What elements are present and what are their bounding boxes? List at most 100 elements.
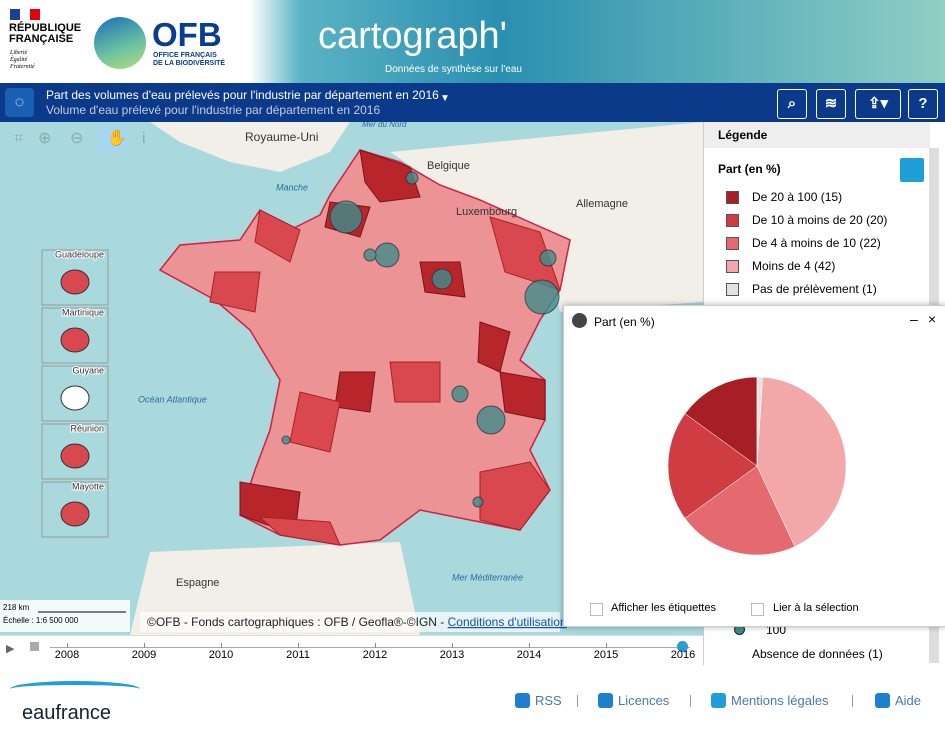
- minimize[interactable]: –: [910, 311, 918, 327]
- map-label: Belgique: [427, 160, 470, 172]
- pie-icon: [572, 313, 587, 328]
- land-east: [390, 122, 703, 312]
- app-name: cartograph': [318, 15, 507, 57]
- text: FRANÇAISE: [9, 33, 74, 45]
- attribution: ©OFB - Fonds cartographiques : OFB / Geo…: [147, 615, 567, 629]
- footer-icon: [875, 693, 890, 708]
- cursor[interactable]: [677, 641, 688, 652]
- dropdown[interactable]: ▼: [440, 93, 450, 104]
- no-data: Absence de données (1): [752, 647, 883, 661]
- subtitle: Volume d'eau prélevé pour l'industrie pa…: [46, 103, 381, 117]
- search-button[interactable]: ⌕: [777, 89, 807, 119]
- uk: [150, 122, 350, 172]
- footer-icon: [515, 693, 530, 708]
- year-label: 2009: [131, 649, 157, 661]
- legend-section: Part (en %): [718, 162, 781, 176]
- text: Liberté: [10, 50, 28, 56]
- legend-swatch: [726, 260, 739, 273]
- timeline: ▶ 2008 2009 2010 2011 2012 2013 2014 2015 2016: [0, 635, 703, 666]
- year-label: 2016: [670, 649, 696, 661]
- pie-slice: [667, 413, 758, 519]
- terms-link[interactable]: Conditions d'utilisation: [448, 615, 567, 629]
- france: [158, 149, 571, 546]
- checkbox[interactable]: [751, 603, 764, 616]
- motto: Liberté Égalité Fraternité: [10, 50, 35, 71]
- republic: RÉPUBLIQUE FRANÇAISE: [9, 23, 81, 45]
- map-tools: ⌗ ⊕ ⊖ ✋ i: [14, 126, 146, 152]
- map-label: Allemagne: [576, 198, 628, 210]
- tick: [452, 643, 453, 648]
- footer-link[interactable]: Licences: [618, 693, 670, 708]
- legend-swatch: [726, 214, 739, 227]
- year-label: 2010: [208, 649, 234, 661]
- pan-icon: ✋: [107, 128, 127, 147]
- layers-button[interactable]: ≋: [816, 89, 846, 119]
- inset-label: Mayotte: [72, 481, 104, 491]
- stop[interactable]: [30, 642, 39, 651]
- inset-shape: [60, 385, 90, 411]
- legend-swatch: [726, 283, 739, 296]
- legend-title: Légende: [704, 122, 930, 148]
- header: RÉPUBLIQUE FRANÇAISE Liberté Égalité Frater…: [0, 0, 945, 83]
- year-label: 2014: [516, 649, 542, 661]
- close[interactable]: ×: [928, 311, 937, 327]
- tick: [221, 643, 222, 648]
- tick: [67, 643, 68, 648]
- pan-tool[interactable]: [98, 126, 128, 152]
- text: OFFICE FRANÇAIS: [153, 52, 217, 59]
- footer-icon: [598, 693, 613, 708]
- zoom-in[interactable]: ⊕: [38, 130, 51, 147]
- legend-item: De 20 à 100 (15): [752, 190, 843, 204]
- attribution-text: ©OFB - Fonds cartographiques : OFB / Geo…: [147, 615, 448, 629]
- legend-item: De 10 à moins de 20 (20): [752, 213, 888, 227]
- separator: [690, 695, 691, 707]
- pie-slice: [684, 376, 758, 467]
- info-tool[interactable]: i: [142, 130, 146, 147]
- option-label: Afficher les étiquettes: [611, 602, 716, 614]
- track: [50, 647, 690, 648]
- pie-slice: [756, 376, 847, 547]
- inset-label: Réunion: [70, 423, 104, 433]
- legend-swatch: [726, 237, 739, 250]
- attribution-bg: [140, 612, 560, 632]
- ofb-sub: OFFICE FRANÇAIS DE LA BIODIVERSITÉ: [153, 52, 225, 68]
- flag: [10, 9, 40, 20]
- map-label: Luxembourg: [456, 206, 517, 218]
- inset-label: Guadeloupe: [55, 249, 104, 259]
- footer-icon: [711, 693, 726, 708]
- legend-item: Moins de 4 (42): [752, 259, 836, 273]
- circles: [281, 171, 560, 508]
- map-label: Espagne: [176, 577, 219, 589]
- footer-link[interactable]: Aide: [895, 693, 922, 708]
- menu-button[interactable]: ◌: [5, 88, 34, 117]
- zoom-extent[interactable]: ⌗: [14, 130, 23, 147]
- style-button[interactable]: [900, 158, 924, 182]
- text: RÉPUBLIQUE: [9, 22, 82, 34]
- year-label: 2008: [54, 649, 80, 661]
- help-button[interactable]: ?: [908, 89, 938, 119]
- pie-title: Part (en %): [594, 315, 655, 329]
- map-label: Mer Méditerranée: [452, 572, 523, 582]
- pie-slice: [756, 376, 763, 467]
- footer: eaufrance RSS Licences Mentions légales Aid…: [0, 665, 945, 735]
- play[interactable]: ▶: [6, 643, 15, 655]
- zoom-out[interactable]: ⊖: [70, 130, 83, 147]
- text: DE LA BIODIVERSITÉ: [153, 60, 226, 67]
- tick: [683, 643, 684, 648]
- footer-link[interactable]: Mentions légales: [731, 693, 829, 708]
- dept-mid: [209, 209, 561, 546]
- map-label: Mer du Nord: [362, 122, 407, 129]
- legend-item: De 4 à moins de 10 (22): [752, 236, 881, 250]
- legend-swatch: [726, 191, 739, 204]
- footer-link[interactable]: RSS: [535, 693, 562, 708]
- separator: [577, 695, 578, 707]
- checkbox[interactable]: [590, 603, 603, 616]
- text: Égalité: [10, 57, 28, 63]
- pie-panel: Part (en %) – × Afficher les étiquettes …: [563, 305, 945, 627]
- brand: eaufrance: [22, 702, 111, 724]
- year-label: 2011: [286, 649, 310, 661]
- tick: [529, 643, 530, 648]
- share-button[interactable]: ⇪▾: [855, 89, 901, 119]
- scale-ratio: Échelle : 1:6 500 000: [3, 616, 79, 625]
- tick: [144, 643, 145, 648]
